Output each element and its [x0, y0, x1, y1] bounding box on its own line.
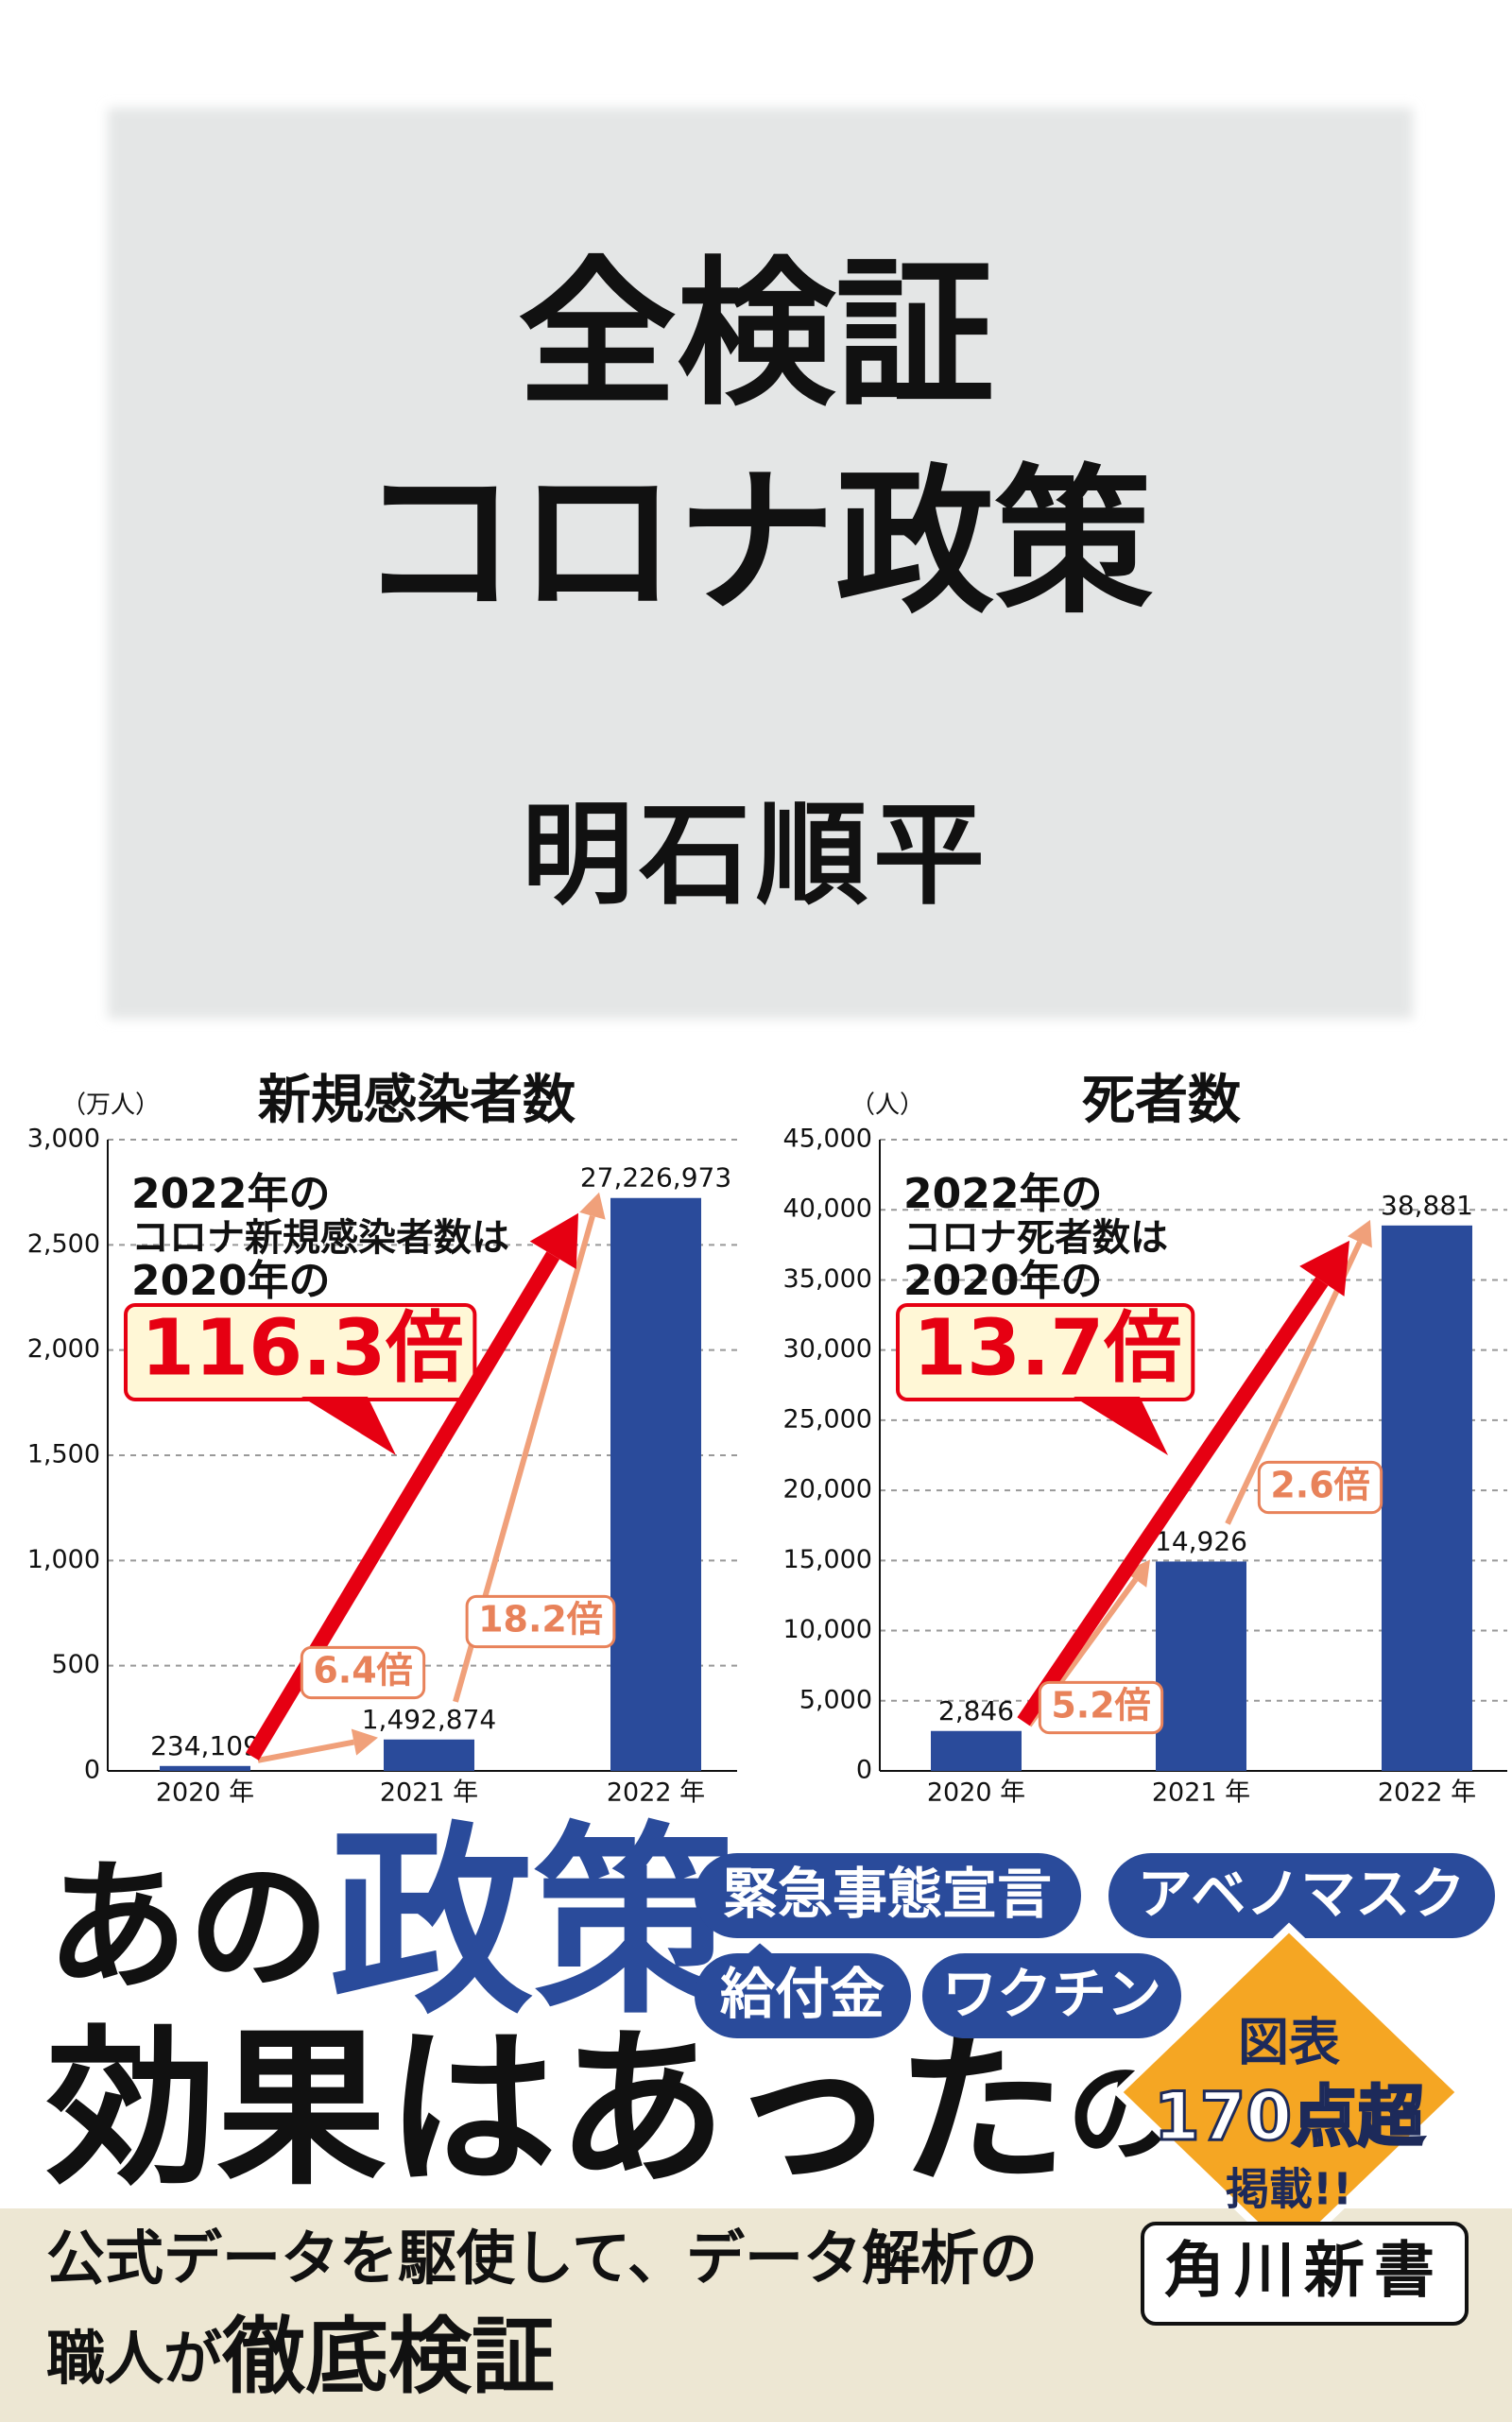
tagline: 公式データを駆使して、データ解析の [46, 2224, 1038, 2293]
annotation: 2022年の [131, 1170, 330, 1218]
annotation: コロナ新規感染者数は [131, 1216, 509, 1260]
ratio-box [1038, 1680, 1164, 1735]
badge-text: 170点超 [1154, 2078, 1425, 2156]
x-tick-label: 2021 年 [380, 1778, 478, 1808]
bar [610, 1197, 701, 1771]
tag-pill [922, 1953, 1181, 2038]
bar [1156, 1561, 1246, 1771]
tagline-part: 職人が [46, 2324, 222, 2393]
bar [1382, 1225, 1472, 1771]
highlight: 116.3倍 [141, 1303, 463, 1393]
highlight-box [896, 1303, 1195, 1401]
headline-part: あの [46, 1846, 330, 2010]
y-tick-label: 0 [84, 1756, 100, 1785]
y-tick-label: 1,000 [27, 1545, 100, 1574]
annotation: 2022年の [903, 1170, 1102, 1218]
tag: 給付金 [720, 1962, 885, 2026]
arrow-head [1348, 1219, 1372, 1248]
x-tick-label: 2020 年 [156, 1778, 254, 1808]
arrow-head [351, 1728, 378, 1756]
y-tick-label: 0 [856, 1756, 872, 1785]
y-tick-label: 10,000 [783, 1615, 872, 1644]
arrow-head [529, 1212, 578, 1270]
tagline-part: 徹底検証 [221, 2308, 555, 2405]
annotation: 2020年の [131, 1257, 330, 1305]
value-label: 27,226,973 [580, 1162, 731, 1194]
arrow-head [1125, 1559, 1150, 1588]
chart-title: 新規感染者数 [258, 1070, 576, 1131]
tagline: 職人が徹底検証 [46, 2308, 555, 2405]
arrow-shaft [257, 1739, 355, 1763]
y-tick-label: 3,000 [27, 1125, 100, 1154]
tag-pill [695, 1953, 911, 2038]
value-label: 14,926 [1155, 1525, 1247, 1556]
book-title: 全検証 [518, 240, 994, 427]
bar [160, 1765, 250, 1771]
y-tick-label: 35,000 [783, 1264, 872, 1294]
tag: アベノマスク [1138, 1862, 1466, 1926]
y-tick-label: 5,000 [799, 1685, 872, 1714]
badge-text: 図表 [1238, 2013, 1340, 2072]
bar [384, 1739, 474, 1771]
ratio-box [300, 1645, 426, 1700]
y-tick-label: 15,000 [783, 1545, 872, 1574]
arrow-shaft [1017, 1277, 1329, 1726]
ratio-label: 2.6倍 [1270, 1465, 1369, 1506]
x-tick-label: 2021 年 [1152, 1778, 1250, 1808]
title-panel [108, 108, 1413, 1019]
charts: 新規感染者数 （万人） 0 500 1,000 1,500 2,000 2,500 3,000 2… [27, 1070, 1507, 1808]
tag-pill [1108, 1853, 1495, 1938]
publisher-box [1141, 2222, 1469, 2326]
publisher: 角川新書 [1164, 2236, 1444, 2307]
callout-tail [301, 1397, 396, 1455]
ratio-label: 6.4倍 [313, 1650, 412, 1692]
x-tick-label: 2022 年 [1378, 1778, 1476, 1808]
y-tick-label: 2,500 [27, 1229, 100, 1259]
headline-part: 効果はあった [46, 2011, 1067, 2208]
y-tick-label: 20,000 [783, 1475, 872, 1504]
y-tick-label: 500 [51, 1650, 100, 1679]
y-tick-label: 45,000 [783, 1125, 872, 1154]
value-label: 2,846 [938, 1695, 1014, 1726]
x-tick-label: 2020 年 [927, 1778, 1025, 1808]
x-tick-label: 2022 年 [607, 1778, 705, 1808]
value-label: 38,881 [1381, 1190, 1473, 1221]
y-tick-label: 25,000 [783, 1404, 872, 1434]
y-tick-label: 40,000 [783, 1194, 872, 1224]
tag: ワクチン [942, 1962, 1161, 2026]
arrow-head [1299, 1240, 1349, 1297]
highlight: 13.7倍 [913, 1303, 1181, 1393]
ratio-label: 5.2倍 [1051, 1685, 1150, 1726]
tag-pill [695, 1853, 1081, 1938]
y-unit: （人） [850, 1091, 924, 1120]
highlight-box [124, 1303, 477, 1401]
y-unit: （万人） [61, 1091, 160, 1120]
author: 明石順平 [522, 789, 990, 920]
ratio-box [1257, 1460, 1383, 1515]
bar [931, 1730, 1022, 1771]
y-tick-label: 1,500 [27, 1440, 100, 1469]
tag: 緊急事態宣言 [723, 1862, 1052, 1926]
callout-tail [1074, 1397, 1168, 1455]
annotation: 2020年の [903, 1257, 1102, 1305]
annotation: コロナ死者数は [903, 1216, 1168, 1260]
value-label: 1,492,874 [362, 1704, 497, 1735]
book-title: コロナ政策 [359, 448, 1153, 635]
y-tick-label: 30,000 [783, 1334, 872, 1364]
value-label: 234,109 [150, 1730, 260, 1761]
badge-text: 掲載!! [1226, 2164, 1352, 2215]
chart-title: 死者数 [1082, 1070, 1241, 1131]
arrow-head [579, 1192, 606, 1220]
y-tick-label: 2,000 [27, 1334, 100, 1364]
ratio-box [465, 1594, 616, 1649]
ratio-label: 18.2倍 [478, 1599, 603, 1640]
